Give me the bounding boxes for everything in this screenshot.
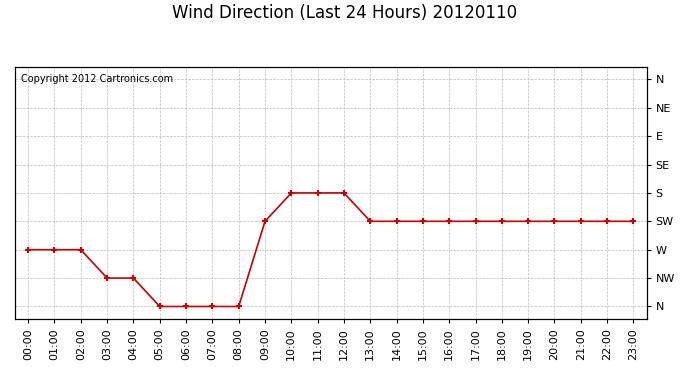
- Text: Copyright 2012 Cartronics.com: Copyright 2012 Cartronics.com: [21, 74, 173, 84]
- Text: Wind Direction (Last 24 Hours) 20120110: Wind Direction (Last 24 Hours) 20120110: [172, 4, 518, 22]
